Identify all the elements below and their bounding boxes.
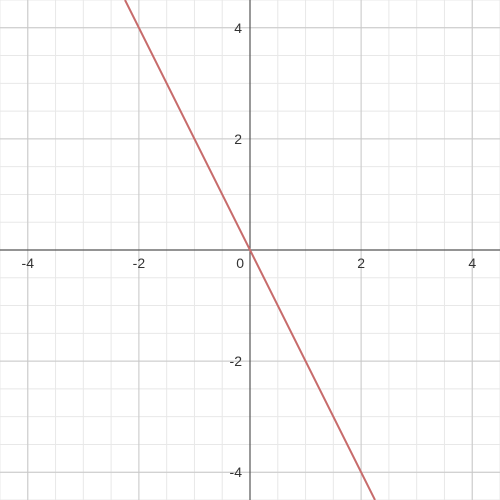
x-tick-label: 4 (468, 255, 476, 271)
coordinate-plane-chart: -4 -2 0 2 4 -4 -2 2 4 (0, 0, 500, 500)
y-tick-label: -4 (230, 464, 243, 480)
x-tick-label: -2 (133, 255, 146, 271)
x-tick-label: -4 (22, 255, 35, 271)
y-tick-label: 2 (234, 131, 242, 147)
origin-label: 0 (236, 255, 244, 271)
x-tick-label: 2 (357, 255, 365, 271)
y-tick-label: 4 (234, 20, 242, 36)
chart-svg: -4 -2 0 2 4 -4 -2 2 4 (0, 0, 500, 500)
y-tick-label: -2 (230, 353, 243, 369)
